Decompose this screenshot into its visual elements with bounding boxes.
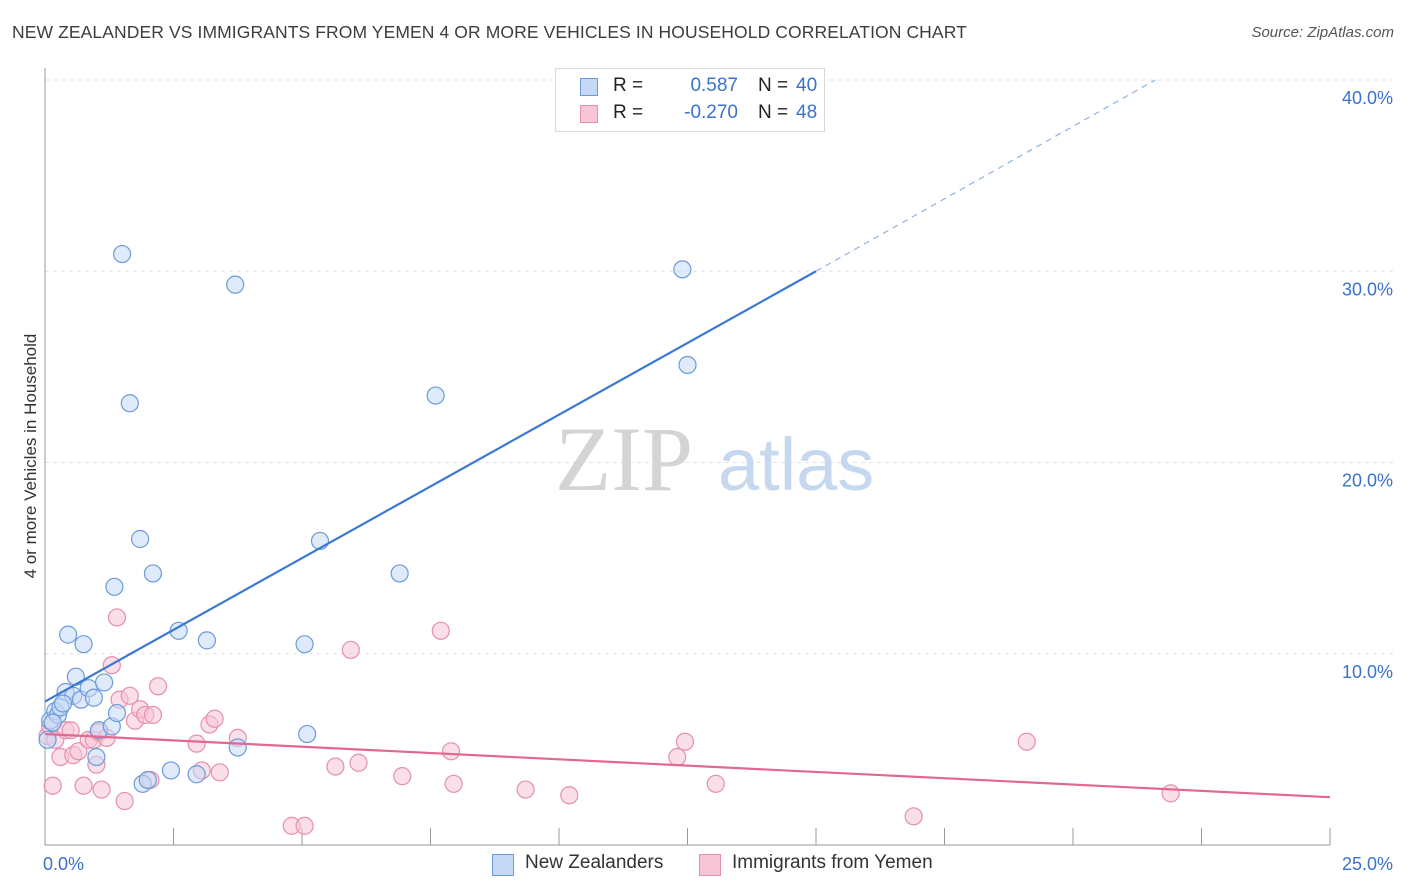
- nz-point: [74, 635, 93, 654]
- watermark-atlas: atlas: [718, 423, 874, 506]
- legend-r-value: -0.270: [684, 102, 738, 123]
- yemen-point: [516, 780, 535, 799]
- nz-point: [112, 244, 132, 264]
- nz-point: [130, 529, 150, 549]
- nz-point: [228, 738, 247, 757]
- yemen-point: [205, 709, 224, 728]
- source-credit: Source: ZipAtlas.com: [1251, 24, 1394, 41]
- yemen-point: [904, 807, 923, 826]
- yemen-point: [120, 686, 139, 705]
- bottom-legend-label: Immigrants from Yemen: [732, 852, 933, 873]
- yemen-point: [431, 621, 450, 640]
- watermark: ZIP atlas: [555, 408, 874, 510]
- yemen-point: [668, 747, 687, 767]
- yemen-point: [148, 677, 168, 696]
- nz-point: [390, 564, 409, 583]
- yemen-point: [341, 640, 360, 660]
- correlation-legend: R = 0.587 N = 40 R = -0.270 N = 48: [555, 68, 825, 132]
- nz-point: [120, 394, 139, 413]
- nz-point: [138, 770, 157, 790]
- y-tick-label: 10.0%: [1342, 662, 1393, 682]
- yemen-trendline: [44, 732, 1331, 799]
- yemen-point: [43, 776, 62, 795]
- nz-point: [107, 703, 127, 723]
- yemen-point: [187, 734, 206, 753]
- yemen-point: [143, 705, 163, 725]
- nz-point: [53, 694, 73, 713]
- yemen-point: [1161, 784, 1180, 803]
- yemen-point: [349, 753, 368, 772]
- x-tick-label: 25.0%: [1342, 854, 1393, 874]
- nz-point: [84, 688, 103, 707]
- yemen-point: [92, 780, 111, 799]
- legend-r-label: R =: [613, 75, 644, 96]
- chart-title: NEW ZEALANDER VS IMMIGRANTS FROM YEMEN 4…: [12, 22, 967, 42]
- legend-n-label: N =: [758, 102, 789, 123]
- yemen-point: [1017, 732, 1036, 751]
- yemen-point: [210, 763, 229, 782]
- nz-point: [226, 275, 245, 294]
- yemen-point: [115, 791, 134, 811]
- yemen-point: [107, 608, 127, 627]
- x-tick-label: 0.0%: [43, 854, 84, 874]
- y-tick-label: 30.0%: [1342, 279, 1393, 299]
- nz-point: [678, 355, 697, 375]
- y-axis-label: 4 or more Vehicles in Household: [21, 334, 40, 579]
- yemen-point: [444, 774, 463, 793]
- nz-point: [187, 765, 206, 784]
- legend-n-value: 48: [796, 102, 818, 123]
- legend-r-value: 0.587: [690, 75, 738, 96]
- nz-point: [298, 724, 317, 744]
- y-tick-label: 20.0%: [1342, 471, 1393, 491]
- nz-point: [161, 761, 181, 780]
- yemen-point: [393, 767, 412, 786]
- yemen-point: [74, 776, 93, 795]
- yemen-point: [675, 732, 695, 751]
- watermark-zip: ZIP: [555, 408, 693, 510]
- nz-point: [38, 730, 57, 749]
- bottom-legend-label: New Zealanders: [525, 852, 664, 873]
- yemen-point: [69, 742, 88, 761]
- gridlines: [45, 79, 1395, 655]
- legend-n-label: N =: [758, 75, 789, 96]
- nz-point: [197, 631, 217, 650]
- series-nz-points: [38, 244, 697, 793]
- bottom-legend-swatch-pink: [699, 854, 721, 876]
- nz-trendline: [44, 270, 817, 703]
- nz-point: [59, 625, 78, 644]
- yemen-point: [441, 742, 461, 761]
- yemen-point: [560, 786, 579, 805]
- nz-point: [43, 713, 62, 732]
- tick-labels: 10.0% 20.0% 30.0% 40.0% 0.0% 25.0%: [43, 88, 1393, 874]
- yemen-point: [295, 816, 314, 835]
- nz-point: [673, 260, 692, 279]
- nz-trendline-extension: [815, 79, 1156, 272]
- nz-point: [143, 564, 163, 583]
- nz-point: [295, 635, 314, 654]
- legend-swatch-blue: [580, 78, 598, 96]
- nz-point: [95, 673, 114, 692]
- trendlines: [44, 79, 1331, 799]
- legend-swatch-pink: [580, 105, 598, 123]
- legend-n-value: 40: [796, 75, 818, 96]
- nz-point: [105, 577, 124, 596]
- nz-point: [426, 386, 445, 405]
- legend-r-label: R =: [613, 102, 644, 123]
- nz-point: [87, 747, 106, 767]
- yemen-point: [326, 757, 345, 776]
- yemen-point: [706, 774, 725, 793]
- y-tick-label: 40.0%: [1342, 88, 1393, 108]
- bottom-legend-swatch-blue: [492, 854, 514, 876]
